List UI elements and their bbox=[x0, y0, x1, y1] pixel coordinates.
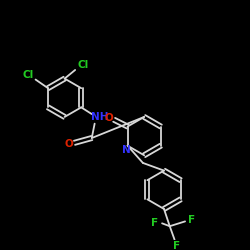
Text: O: O bbox=[64, 139, 73, 149]
Text: F: F bbox=[173, 241, 180, 250]
Text: O: O bbox=[104, 113, 113, 123]
Text: F: F bbox=[151, 218, 158, 228]
Text: NH: NH bbox=[91, 112, 108, 122]
Text: N: N bbox=[122, 146, 131, 156]
Text: F: F bbox=[188, 216, 195, 226]
Text: Cl: Cl bbox=[22, 70, 34, 80]
Text: Cl: Cl bbox=[77, 60, 88, 70]
